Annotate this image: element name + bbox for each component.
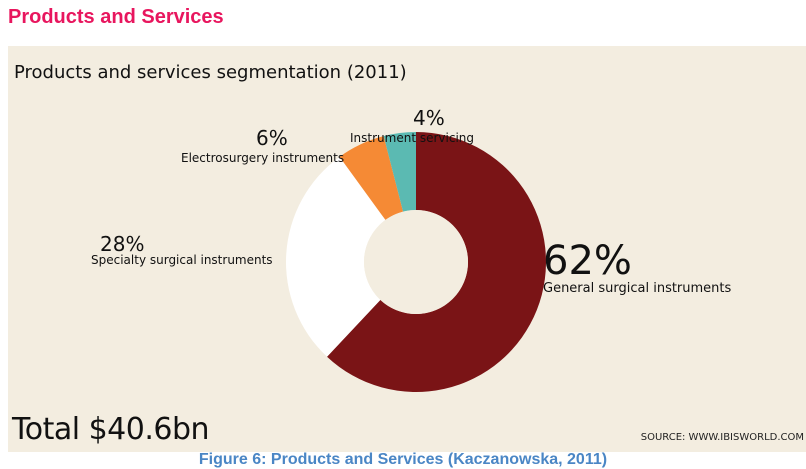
- chart-title-text: Products and services segmentation: [14, 62, 342, 83]
- section-heading: Products and Services: [8, 6, 224, 28]
- slice-general-surgical-instruments: [327, 132, 546, 392]
- total-value: Total $40.6bn: [12, 412, 210, 447]
- donut-slices: [286, 132, 546, 392]
- slice-electrosurgery-instruments: [339, 136, 404, 220]
- slice-category-label: Electrosurgery instruments: [181, 151, 344, 165]
- source-note: SOURCE: WWW.IBISWORLD.COM: [640, 432, 804, 443]
- slice-category-label: Instrument servicing: [350, 131, 474, 145]
- slice-percent-label: 6%: [256, 126, 288, 150]
- slice-percent-label: 4%: [413, 106, 445, 130]
- donut-chart: 62%General surgical instruments 28%Specia…: [91, 106, 732, 392]
- slice-category-label: General surgical instruments: [543, 281, 732, 296]
- slice-category-label: Specialty surgical instruments: [91, 253, 273, 267]
- donut-hole: [364, 210, 468, 314]
- figure-caption: Figure 6: Products and Services (Kaczano…: [198, 451, 608, 468]
- chart-title-year: (2011): [346, 62, 407, 83]
- slice-percent-label: 62%: [543, 238, 632, 284]
- slice-percent-label: 28%: [100, 232, 144, 256]
- slice-labels: 62%General surgical instruments 28%Specia…: [91, 106, 732, 296]
- slice-specialty-surgical-instruments: [286, 156, 386, 357]
- chart-title: Products and services segmentation (2011…: [14, 62, 407, 83]
- infographic-panel: Products and services segmentation (2011…: [8, 46, 806, 452]
- slice-instrument-servicing: [383, 132, 416, 212]
